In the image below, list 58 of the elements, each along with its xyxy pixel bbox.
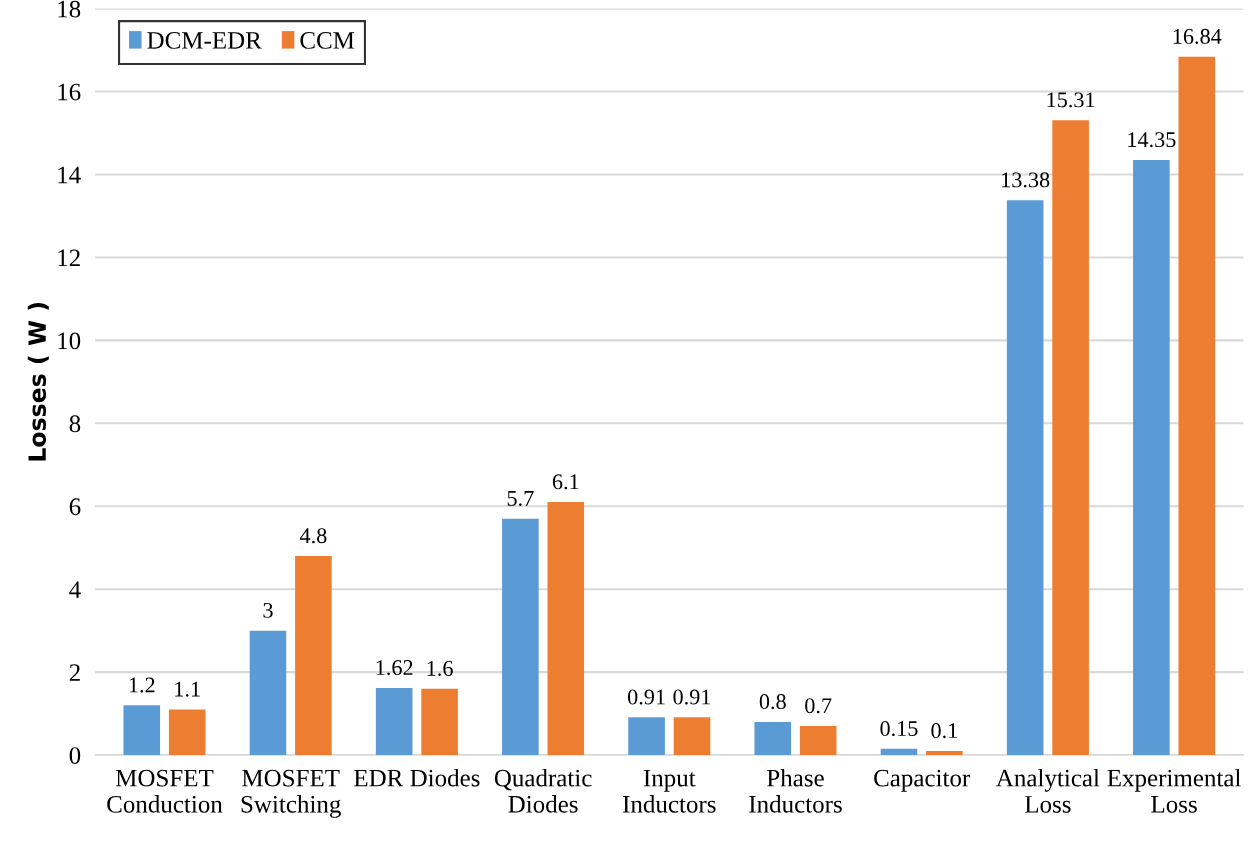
data-label: 0.91 [673, 689, 711, 705]
y-axis-title: Losses ( W ) [27, 303, 49, 461]
y-tick-label: 16 [58, 83, 81, 101]
data-label: 1.62 [376, 660, 413, 676]
y-tick-label: 12 [58, 249, 80, 267]
x-tick-label: Quadratic Diodes [494, 768, 592, 813]
data-label: 3 [263, 602, 273, 618]
bar [502, 518, 539, 756]
data-label: 6.1 [552, 474, 579, 490]
legend-label: DCM-EDR [147, 32, 262, 49]
bar [1052, 120, 1089, 756]
bar [880, 748, 918, 756]
bar [926, 750, 963, 756]
y-tick-label: 6 [69, 498, 81, 516]
bar [123, 705, 161, 756]
x-tick-label: Analytical Loss [996, 768, 1100, 813]
bar [754, 721, 792, 756]
x-tick-label: Phase Inductors [749, 768, 842, 813]
x-tick-label: MOSFET Switching [241, 769, 341, 818]
y-tick-label: 10 [58, 332, 81, 350]
y-tick-label: 14 [58, 166, 81, 184]
data-label: 1.1 [175, 681, 200, 697]
data-label: 14.35 [1128, 132, 1176, 148]
data-label: 0.1 [931, 723, 957, 739]
bar [295, 556, 332, 756]
data-label: 0.8 [759, 694, 786, 710]
bar [673, 717, 711, 756]
bar [168, 709, 206, 756]
data-label: 16.84 [1173, 28, 1222, 44]
data-label: 13.38 [1002, 172, 1050, 188]
bar [1006, 200, 1044, 756]
bar [421, 688, 458, 756]
data-label: 15.31 [1047, 92, 1095, 108]
bar [628, 717, 665, 756]
y-tick-label: 4 [69, 581, 81, 598]
y-tick-label: 0 [69, 747, 81, 764]
y-tick-label: 8 [69, 415, 81, 433]
y-tick-label: 18 [58, 0, 81, 18]
x-tick-label: MOSFET Conduction [107, 769, 223, 813]
x-tick-label: EDR Diodes [354, 768, 480, 787]
data-label: 0.7 [805, 698, 832, 714]
bar [249, 630, 287, 756]
legend-label: CCM [300, 32, 355, 49]
x-tick-label: Capacitor [874, 769, 971, 792]
bar [547, 502, 585, 756]
x-tick-label: Experimental Loss [1107, 768, 1241, 813]
bar [799, 726, 837, 756]
data-label: 5.7 [507, 491, 534, 506]
data-label: 0.91 [627, 689, 665, 705]
data-label: 1.2 [129, 677, 155, 693]
x-tick-label: Input Inductors [622, 769, 716, 813]
bar [1133, 159, 1170, 756]
data-label: 0.15 [880, 721, 918, 737]
bar [1178, 56, 1216, 756]
y-tick-label: 2 [69, 664, 80, 681]
data-label: 1.6 [427, 660, 453, 676]
bar [375, 687, 413, 756]
data-label: 4.8 [299, 528, 327, 544]
